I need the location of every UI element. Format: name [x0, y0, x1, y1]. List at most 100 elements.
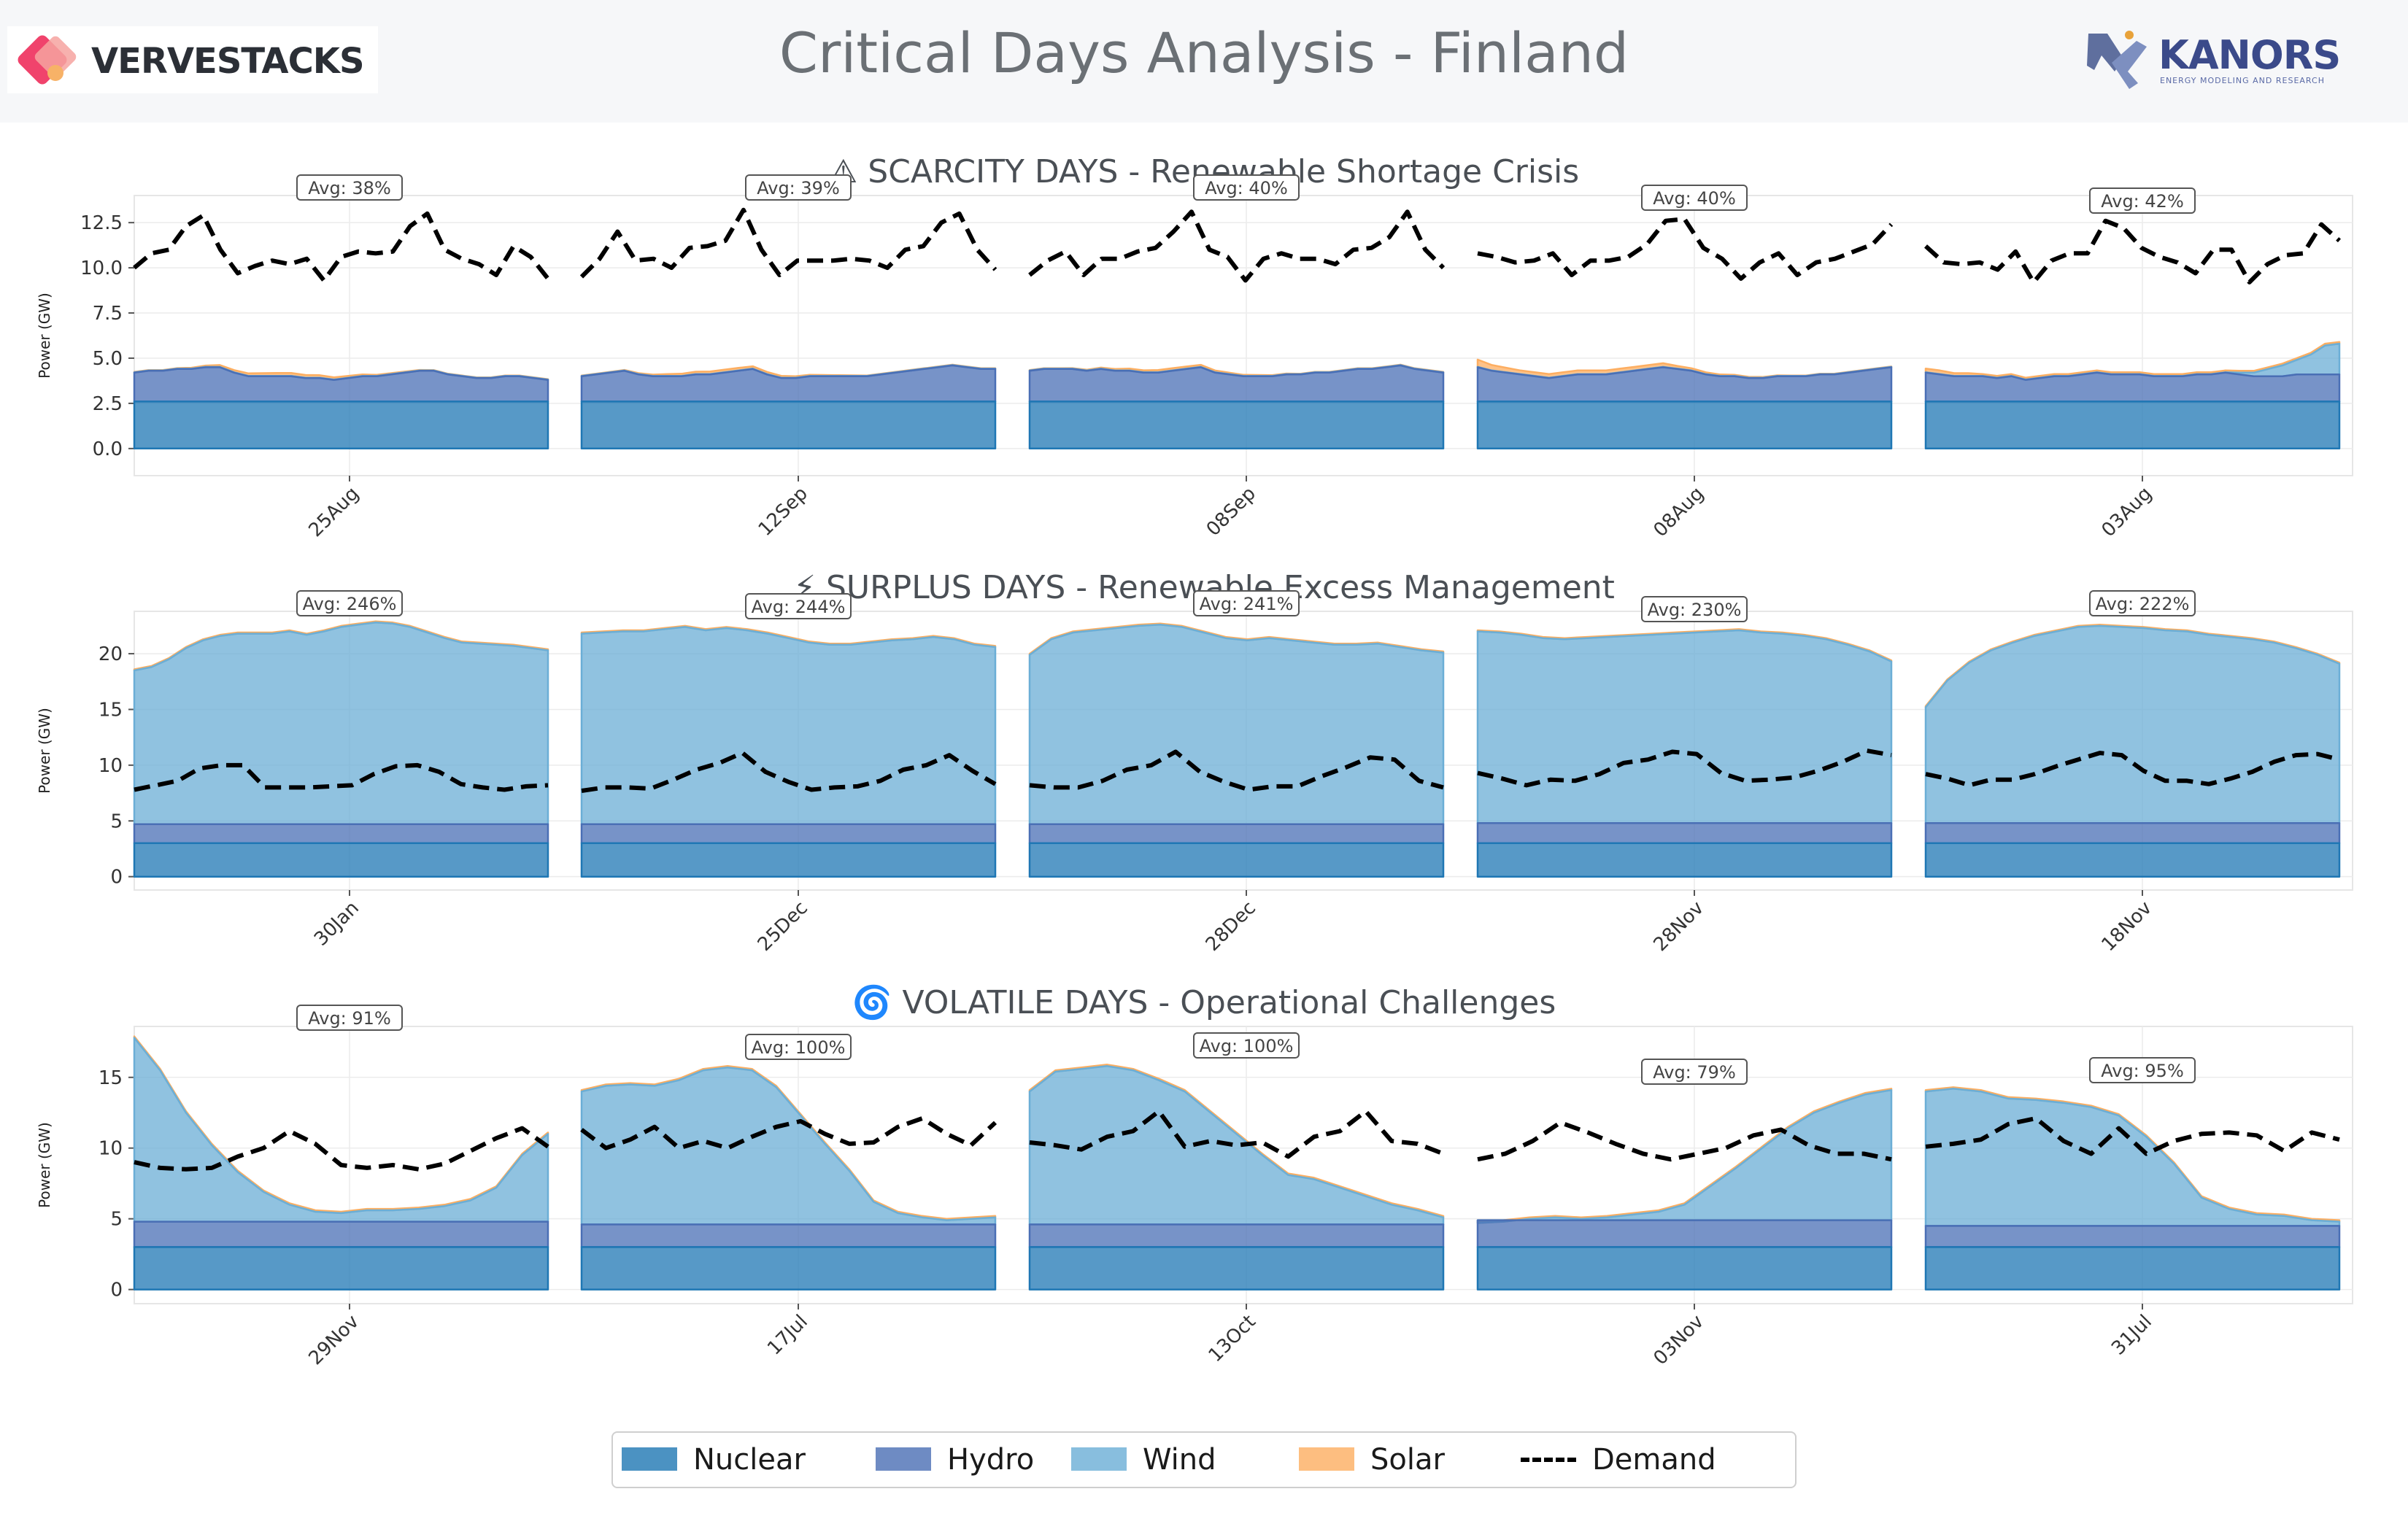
y-tick-label: 12.5 — [80, 212, 123, 234]
wind-area — [1476, 629, 1893, 824]
hydro-area — [580, 1223, 997, 1248]
avg-badge — [296, 1005, 403, 1031]
kanors-brand-name: KANORS — [2158, 32, 2341, 78]
wind-area — [1028, 624, 1445, 826]
y-tick-label: 5.0 — [93, 348, 123, 370]
nuclear-area — [1924, 1246, 2341, 1291]
y-tick-label: 5 — [110, 1209, 123, 1231]
avg-label: Avg: 40% — [1653, 188, 1736, 209]
avg-label: Avg: 95% — [2101, 1061, 2184, 1081]
x-tick-label: 03Aug — [2097, 483, 2156, 542]
nuclear-area — [1924, 401, 2341, 450]
hydro-area — [1924, 371, 2341, 403]
avg-label: Avg: 230% — [1648, 600, 1742, 620]
legend-label-wind: Wind — [1143, 1443, 1216, 1477]
nuclear-area — [580, 842, 997, 878]
y-tick-label: 15 — [99, 699, 123, 721]
demand-line — [1029, 749, 1444, 792]
y-tick-label: 20 — [99, 643, 123, 665]
y-axis-label: Power (GW) — [36, 293, 53, 379]
avg-label: Avg: 79% — [1653, 1062, 1736, 1083]
avg-badge — [1193, 1032, 1300, 1059]
y-axis-label: Power (GW) — [36, 1122, 53, 1208]
x-tick-label: 25Aug — [304, 483, 363, 542]
avg-label: Avg: 100% — [752, 1037, 846, 1058]
hydro-area — [133, 1220, 549, 1248]
hydro-area — [580, 823, 997, 845]
nuclear-area — [1028, 1246, 1445, 1291]
subplot-title: 🌀 VOLATILE DAYS - Operational Challenges — [852, 983, 1556, 1021]
legend-swatch-solar — [1299, 1447, 1354, 1471]
wind-area — [580, 626, 997, 826]
nuclear-area — [1476, 1246, 1893, 1291]
avg-label: Avg: 42% — [2101, 191, 2184, 212]
header-bar: VERVESTACKS Critical Days Analysis - Fin… — [0, 0, 2408, 123]
avg-label: Avg: 241% — [1200, 594, 1294, 614]
legend-swatch-demand — [1521, 1458, 1576, 1462]
y-tick-label: 10 — [99, 755, 123, 777]
legend-label-hydro: Hydro — [947, 1443, 1035, 1477]
hydro-area — [133, 823, 549, 845]
avg-badge — [1193, 174, 1300, 201]
avg-badge — [296, 590, 403, 616]
demand-line — [1477, 1120, 1892, 1162]
y-tick-label: 0 — [110, 1280, 123, 1301]
avg-label: Avg: 40% — [1205, 178, 1288, 198]
demand-line — [579, 207, 997, 279]
y-tick-label: 5 — [110, 811, 123, 832]
legend-swatch-nuclear — [622, 1447, 677, 1471]
hydro-area — [1476, 822, 1893, 845]
x-tick-label: 30Jan — [310, 897, 363, 951]
hydro-area — [1924, 822, 2341, 845]
avg-badge — [745, 1034, 852, 1060]
y-tick-label: 10.0 — [80, 258, 123, 279]
nuclear-area — [133, 401, 549, 450]
nuclear-area — [580, 401, 997, 450]
nuclear-area — [1924, 842, 2341, 878]
x-tick-label: 28Nov — [1649, 897, 1707, 956]
nuclear-area — [1476, 401, 1893, 450]
legend-swatch-wind — [1071, 1447, 1127, 1471]
x-tick-label: 18Nov — [2097, 897, 2156, 956]
avg-label: Avg: 91% — [308, 1008, 391, 1029]
legend-label-solar: Solar — [1370, 1443, 1445, 1477]
y-tick-label: 0.0 — [93, 438, 123, 460]
avg-badge — [1641, 596, 1748, 622]
avg-label: Avg: 244% — [752, 597, 846, 617]
x-tick-label: 12Sep — [755, 483, 812, 541]
y-tick-label: 0 — [110, 867, 123, 889]
diamond-logo-icon — [18, 35, 77, 85]
avg-label: Avg: 222% — [2096, 594, 2190, 614]
demand-line — [134, 1126, 549, 1172]
x-tick-label: 17Jul — [763, 1311, 812, 1360]
kanors-tagline: ENERGY MODELING AND RESEARCH — [2160, 76, 2325, 85]
hydro-area — [1028, 823, 1445, 845]
avg-badge — [2089, 1057, 2196, 1083]
y-tick-label: 7.5 — [93, 303, 123, 325]
demand-line — [1923, 218, 2342, 285]
demand-line — [134, 762, 549, 792]
avg-badge — [1641, 1059, 1748, 1085]
demand-line — [1029, 1109, 1445, 1159]
nuclear-area — [1028, 401, 1445, 450]
avg-badge — [296, 174, 403, 201]
avg-badge — [2089, 590, 2196, 616]
legend-label-demand: Demand — [1592, 1443, 1716, 1477]
x-tick-label: 28Dec — [1202, 897, 1260, 956]
nuclear-area — [1476, 842, 1893, 878]
nuclear-area — [1028, 842, 1445, 878]
x-tick-label: 29Nov — [304, 1311, 363, 1369]
wind-area — [133, 622, 549, 826]
legend-label-nuclear: Nuclear — [693, 1443, 806, 1477]
avg-badge — [745, 174, 852, 201]
avg-label: Avg: 38% — [308, 178, 391, 198]
demand-line — [581, 751, 997, 793]
vervestacks-logo: VERVESTACKS — [7, 26, 378, 93]
hydro-area — [1028, 1223, 1445, 1248]
demand-line — [1028, 209, 1446, 283]
vervestacks-brand-name: VERVESTACKS — [91, 41, 365, 82]
avg-badge — [745, 593, 852, 619]
nuclear-area — [133, 1246, 549, 1291]
demand-line — [133, 211, 550, 283]
